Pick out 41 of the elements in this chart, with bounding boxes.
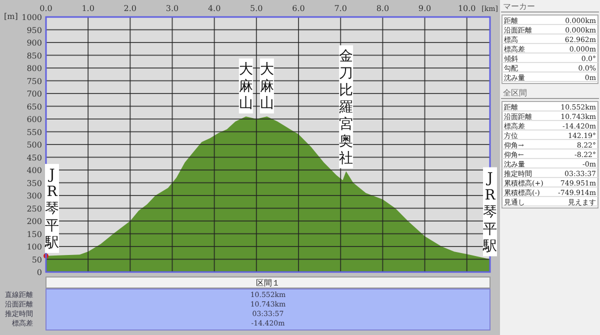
y-tick-label: 650 [26, 102, 42, 112]
x-tick-label: 5.0 [250, 4, 263, 13]
y-tick-label: 150 [26, 230, 42, 239]
y-tick-label: 700 [26, 90, 42, 98]
y-tick-label: 400 [26, 166, 42, 175]
y-tick-label: 850 [26, 51, 42, 60]
y-axis-title: [m] [4, 12, 18, 21]
y-tick-label: 250 [26, 204, 42, 214]
y-tick-label: 800 [26, 64, 42, 73]
text: 区間１ [256, 278, 280, 288]
y-tick-label: 350 [26, 178, 42, 188]
x-tick-label: 9.0 [418, 4, 432, 13]
y-tick-label: 50 [32, 255, 42, 264]
y-tick-label: 950 [26, 26, 42, 35]
annotation: 金刀比羅宮奥社 [339, 48, 354, 166]
y-tick-label: 1000 [22, 13, 42, 22]
text: マーカー [503, 2, 535, 11]
y-tick-label: 450 [26, 153, 42, 162]
text: 全区間 [503, 88, 527, 98]
x-tick-label: 3.0 [166, 4, 179, 13]
y-tick-label: 550 [26, 128, 42, 137]
x-tick-label: 0.0 [40, 4, 52, 13]
x-tick-label: 2.0 [124, 4, 137, 13]
annotation: 大麻山 [260, 61, 274, 112]
x-tick-label: 4.0 [208, 4, 221, 13]
y-tick-label: 100 [26, 242, 42, 252]
y-tick-label: 200 [26, 217, 42, 226]
y-tick-label: 600 [26, 115, 42, 124]
x-tick-label: 8.0 [376, 4, 390, 13]
annotation: JR琴平駅 [44, 166, 59, 251]
y-tick-label: 300 [26, 192, 42, 200]
y-tick-label: 0 [36, 268, 42, 277]
annotation: JR琴平駅 [482, 170, 497, 254]
x-tick-label: 7.0 [334, 4, 347, 13]
y-tick-label: 500 [26, 140, 42, 150]
annotation: 大麻山 [238, 61, 253, 112]
x-tick-label: 10.0 [458, 4, 476, 13]
y-tick-label: 750 [26, 76, 42, 86]
y-tick-label: 900 [26, 38, 42, 48]
x-tick-label: 6.0 [292, 4, 305, 13]
x-tick-label: 1.0 [82, 4, 94, 13]
